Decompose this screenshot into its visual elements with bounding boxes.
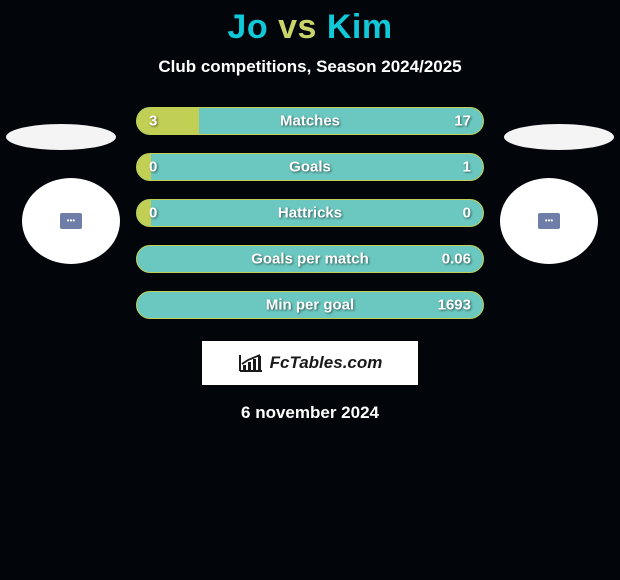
subtitle: Club competitions, Season 2024/2025 bbox=[0, 57, 620, 77]
crest-icon: ••• bbox=[538, 213, 560, 229]
stat-bar: 0 Goals 1 bbox=[136, 153, 484, 181]
title-vs: vs bbox=[278, 8, 317, 46]
stat-bar: Min per goal 1693 bbox=[136, 291, 484, 319]
stats-bars: 3 Matches 17 0 Goals 1 0 Hattricks 0 Goals per ma… bbox=[136, 107, 484, 319]
title-player1: Jo bbox=[227, 8, 268, 46]
stat-right-value: 0 bbox=[463, 205, 471, 222]
stat-bar-fill bbox=[137, 108, 199, 134]
player1-ellipse bbox=[6, 124, 116, 150]
stat-bar: 0 Hattricks 0 bbox=[136, 199, 484, 227]
player2-ellipse bbox=[504, 124, 614, 150]
stat-right-value: 1 bbox=[463, 159, 471, 176]
stat-bar: 3 Matches 17 bbox=[136, 107, 484, 135]
stat-right-value: 1693 bbox=[438, 297, 471, 314]
comparison-widget: Jo vs Kim Club competitions, Season 2024… bbox=[0, 0, 620, 580]
date: 6 november 2024 bbox=[0, 403, 620, 423]
page-title: Jo vs Kim bbox=[0, 8, 620, 47]
player1-crest: ••• bbox=[22, 178, 120, 264]
stat-label: Min per goal bbox=[266, 297, 354, 314]
stat-label: Hattricks bbox=[278, 205, 342, 222]
chart-icon bbox=[238, 353, 264, 373]
stat-right-value: 17 bbox=[454, 113, 471, 130]
stat-right-value: 0.06 bbox=[442, 251, 471, 268]
crest-icon: ••• bbox=[60, 213, 82, 229]
branding[interactable]: FcTables.com bbox=[202, 341, 418, 385]
title-player2: Kim bbox=[327, 8, 393, 46]
stat-label: Goals per match bbox=[251, 251, 369, 268]
stat-label: Goals bbox=[289, 159, 331, 176]
player2-crest: ••• bbox=[500, 178, 598, 264]
stat-label: Matches bbox=[280, 113, 340, 130]
branding-text: FcTables.com bbox=[270, 353, 383, 373]
stat-bar: Goals per match 0.06 bbox=[136, 245, 484, 273]
stat-left-value: 0 bbox=[149, 159, 157, 176]
stat-left-value: 3 bbox=[149, 113, 157, 130]
stat-left-value: 0 bbox=[149, 205, 157, 222]
